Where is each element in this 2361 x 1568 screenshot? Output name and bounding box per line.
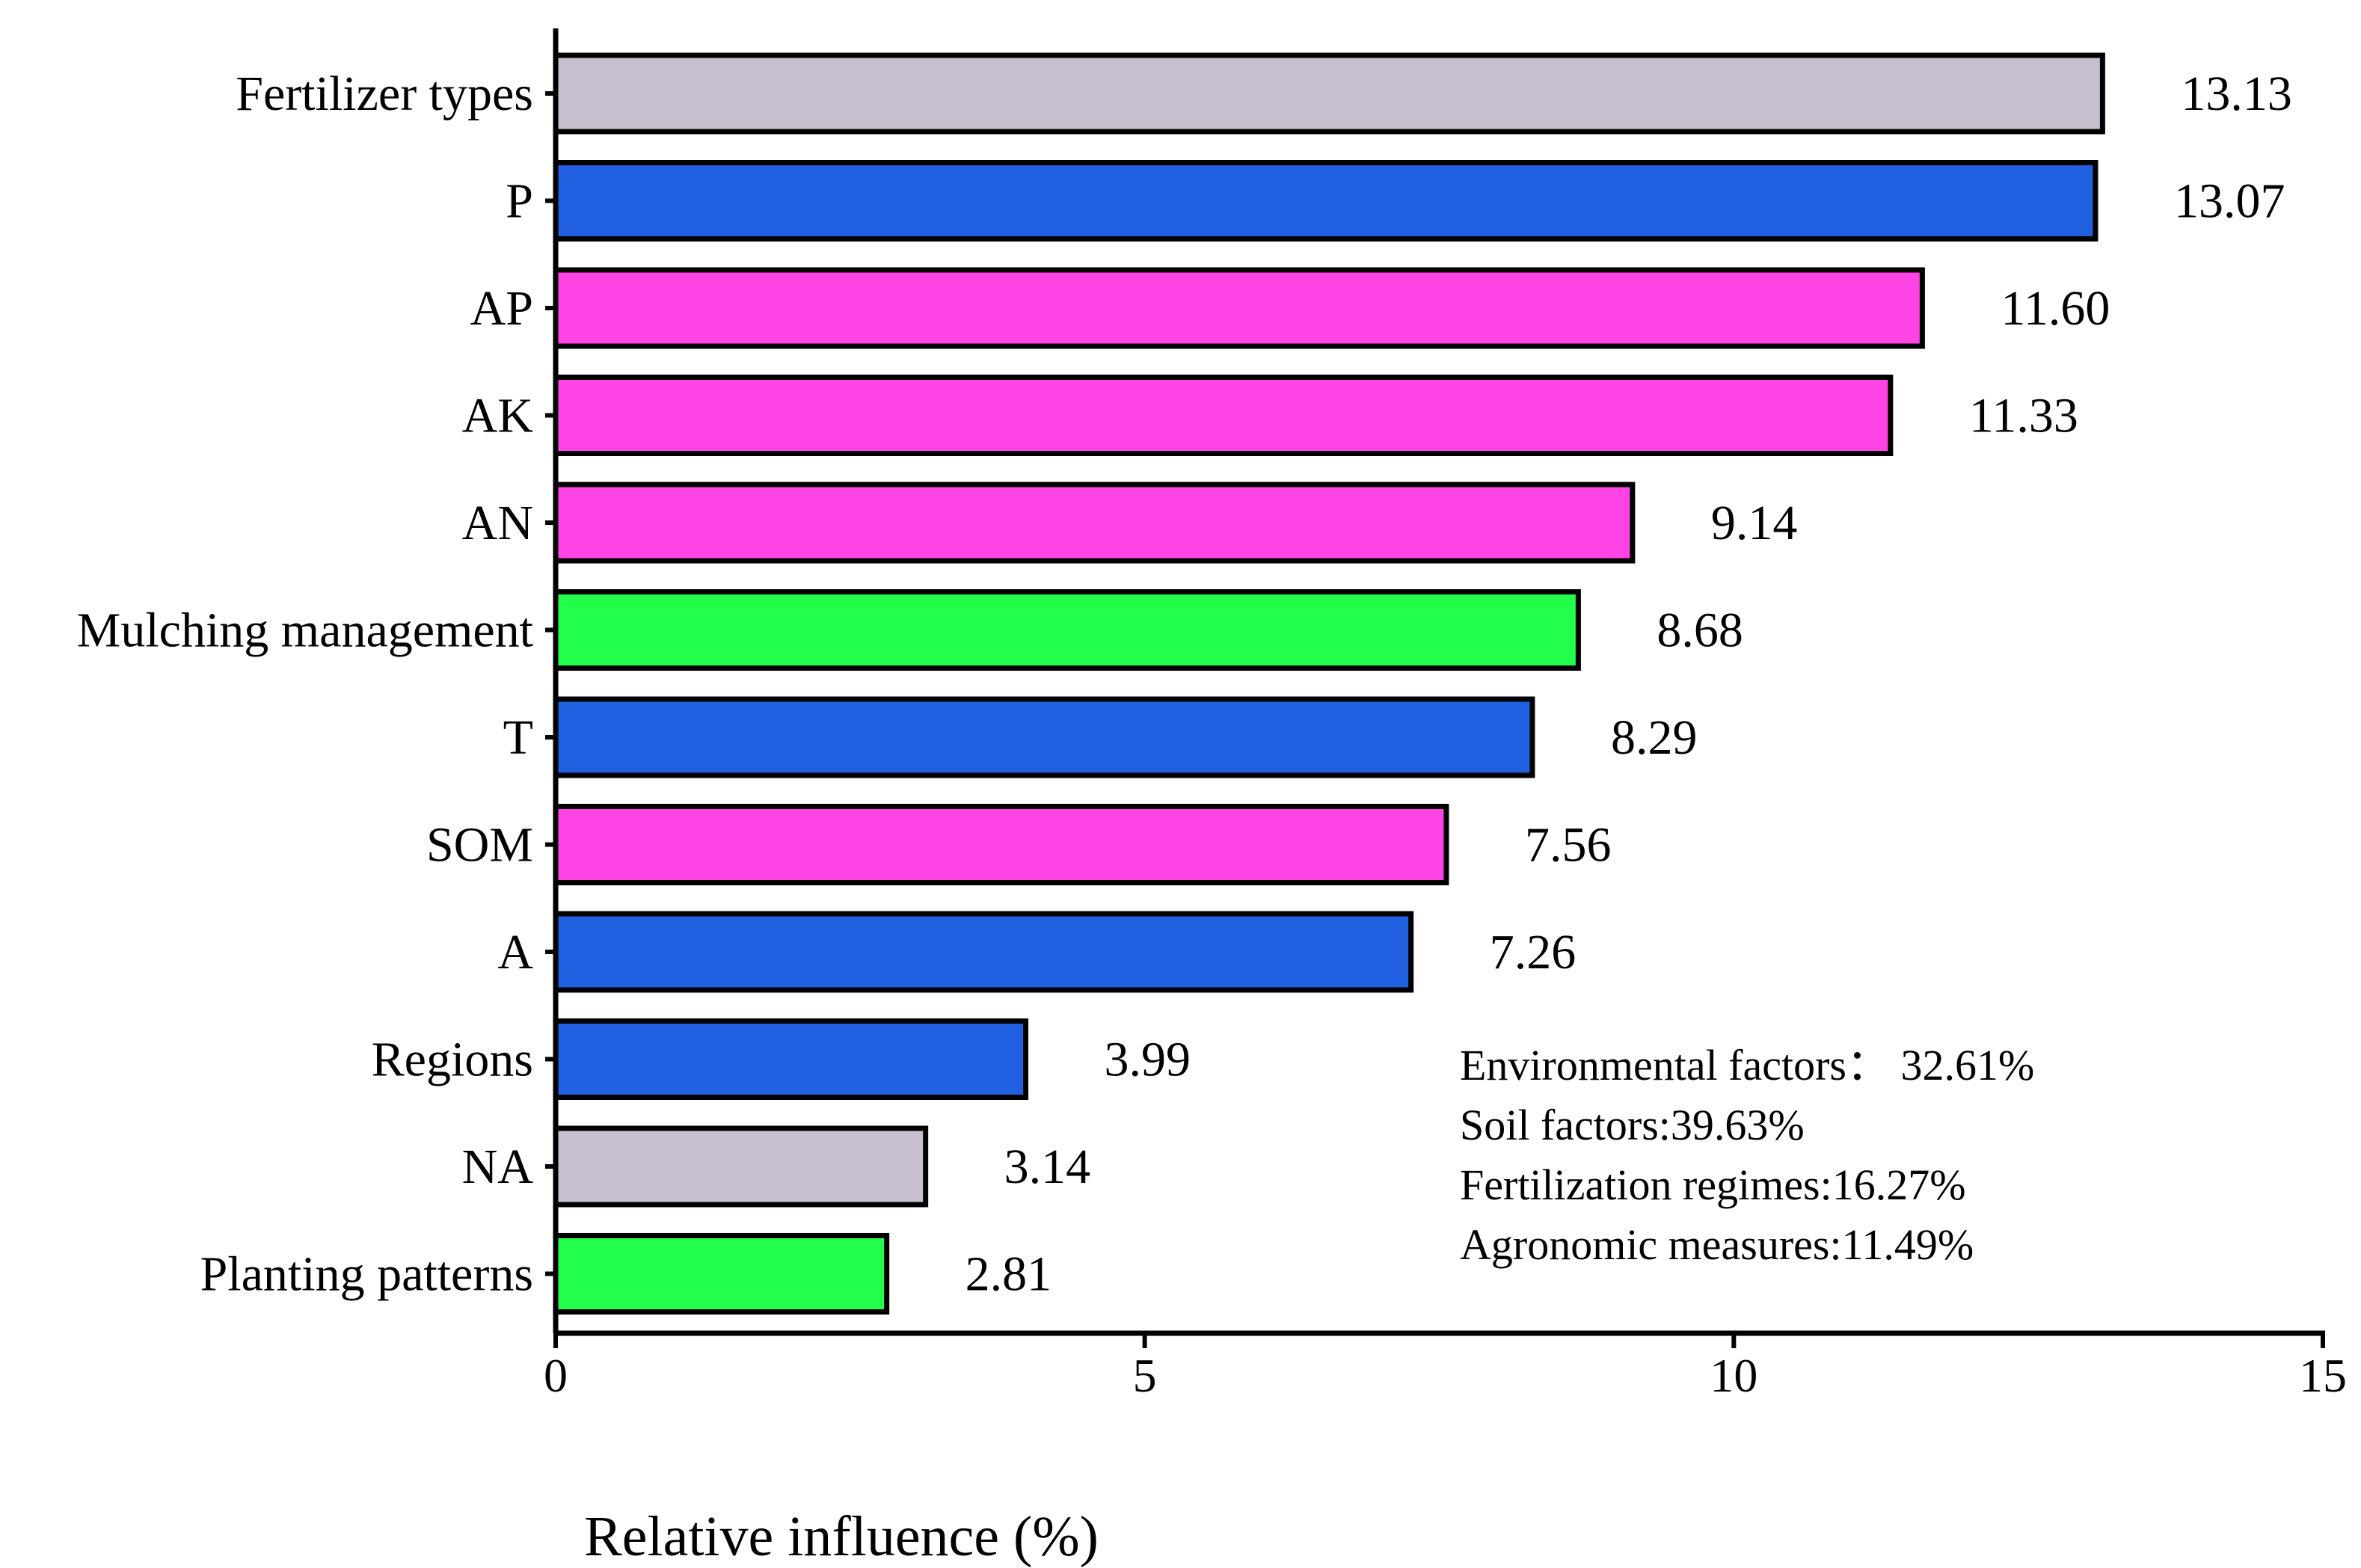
category-label-an: AN: [462, 496, 533, 550]
bar-planting-patterns: [553, 1233, 890, 1315]
value-label-p: 13.07: [2174, 174, 2285, 229]
bar-regions: [553, 1018, 1029, 1100]
x-tick-label-5: 5: [1133, 1349, 1157, 1402]
category-label-planting-patterns: Planting patterns: [200, 1247, 533, 1302]
category-label-na: NA: [462, 1140, 534, 1194]
category-label-a: A: [497, 925, 533, 980]
bar-fertilizer-types: [553, 52, 2105, 135]
bar-a: [553, 911, 1414, 993]
x-tick-label-15: 15: [2299, 1349, 2347, 1402]
labels-layer: Fertilizer types 13.13 P 13.07 AP 11.60 AK 11.3…: [77, 67, 2292, 1302]
annotation-line-environmental: Environmental factors： 32.61%: [1460, 1041, 2034, 1089]
category-label-ap: AP: [470, 281, 533, 336]
category-label-mulching-management: Mulching management: [77, 603, 533, 658]
value-label-na: 3.14: [1004, 1140, 1091, 1194]
x-tick-label-10: 10: [1710, 1349, 1757, 1402]
category-label-t: T: [503, 710, 533, 765]
annotation-line-fertilization: Fertilization regimes:16.27%: [1460, 1160, 1966, 1209]
value-label-som: 7.56: [1525, 818, 1612, 873]
annotation-line-agronomic: Agronomic measures:11.49%: [1460, 1220, 1974, 1269]
annotation-line-soil: Soil factors:39.63%: [1460, 1101, 1805, 1149]
factor-share-annotation: Environmental factors： 32.61% Soil facto…: [1460, 1041, 2034, 1269]
category-label-som: SOM: [426, 818, 533, 873]
bar-p: [553, 160, 2099, 242]
category-label-fertilizer-types: Fertilizer types: [236, 67, 533, 121]
value-label-fertilizer-types: 13.13: [2181, 67, 2292, 121]
value-label-ak: 11.33: [1969, 389, 2078, 443]
category-label-regions: Regions: [372, 1033, 533, 1087]
x-axis: 0 5 10 15: [544, 28, 2347, 1402]
value-label-planting-patterns: 2.81: [965, 1247, 1052, 1302]
bar-t: [553, 696, 1535, 778]
bars-layer: [553, 52, 2105, 1315]
bar-na: [553, 1125, 929, 1208]
bar-ak: [553, 375, 1894, 456]
value-label-ap: 11.60: [2001, 281, 2110, 336]
category-label-p: P: [506, 174, 533, 229]
value-label-an: 9.14: [1711, 496, 1798, 550]
category-label-ak: AK: [462, 389, 533, 443]
value-label-regions: 3.99: [1105, 1033, 1191, 1087]
x-axis-title: Relative influence (%): [584, 1505, 1099, 1568]
bar-ap: [553, 267, 1925, 349]
bar-an: [553, 482, 1636, 564]
x-tick-label-0: 0: [544, 1349, 568, 1402]
value-label-a: 7.26: [1490, 925, 1576, 980]
bar-som: [553, 804, 1449, 885]
value-label-t: 8.29: [1611, 710, 1698, 765]
value-label-mulching-management: 8.68: [1657, 603, 1743, 658]
bar-mulching-management: [553, 589, 1581, 671]
